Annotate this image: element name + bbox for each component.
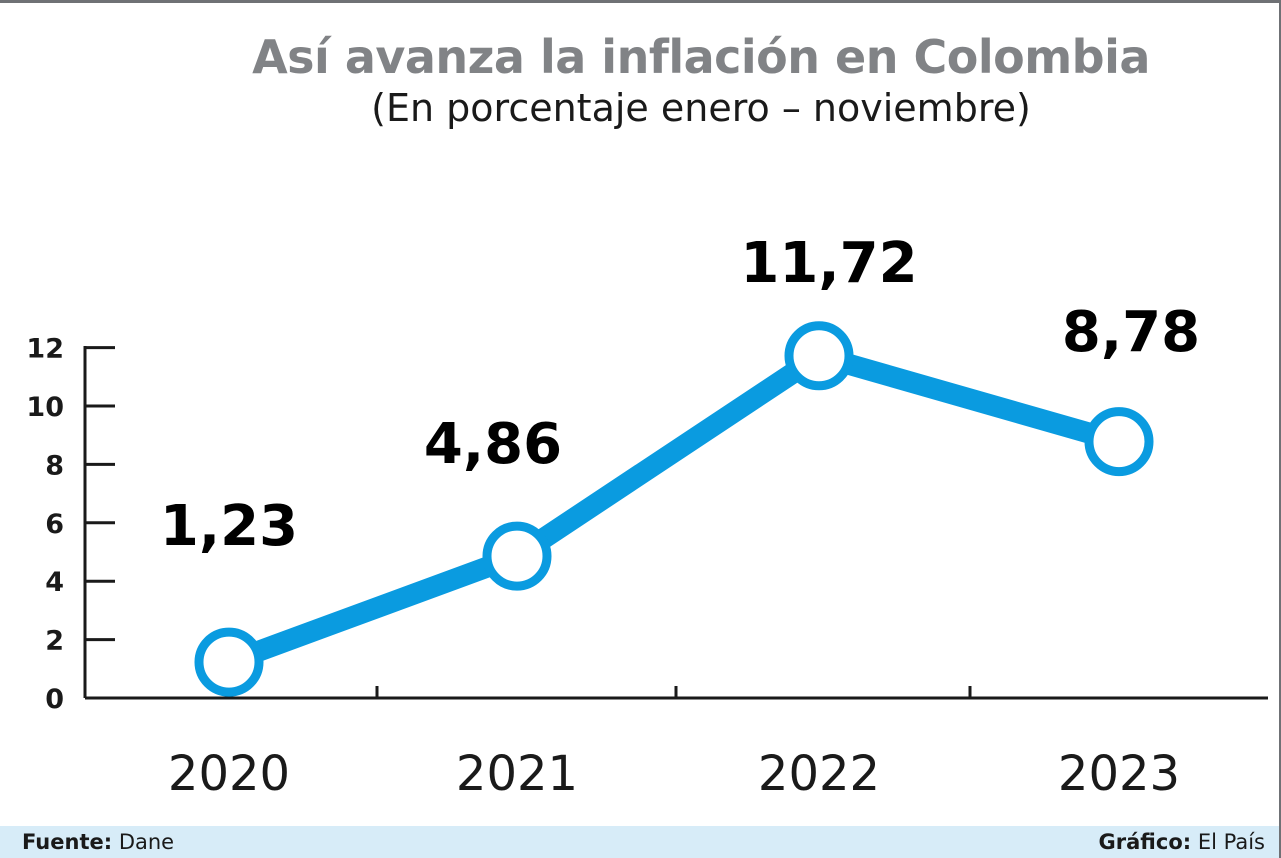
chart-subtitle: (En porcentaje enero – noviembre) — [371, 86, 1031, 130]
x-tick-label: 2021 — [456, 746, 578, 802]
credit-label: Gráfico: — [1098, 830, 1192, 854]
data-label: 1,23 — [160, 494, 298, 559]
data-point-marker — [194, 627, 264, 697]
x-tick-label: 2023 — [1058, 746, 1180, 802]
data-point-marker — [1084, 407, 1154, 477]
y-tick-label: 10 — [26, 392, 64, 423]
chart-axes: 0 2 4 6 8 10 12 2020 2021 2022 2023 — [26, 334, 1268, 802]
y-tick-label: 4 — [45, 567, 64, 598]
source-credit: Fuente: Dane — [22, 830, 174, 854]
data-label: 11,72 — [740, 231, 917, 296]
y-tick-label: 2 — [45, 626, 64, 657]
x-tick-label: 2022 — [758, 746, 880, 802]
right-border — [1279, 0, 1281, 858]
y-tick-label: 8 — [45, 450, 64, 481]
x-tick-label: 2020 — [168, 746, 290, 802]
credit-value: El País — [1197, 830, 1265, 854]
source-label: Fuente: — [22, 830, 113, 854]
y-tick-label: 12 — [26, 334, 64, 365]
footer-bar: Fuente: Dane Gráfico: El País — [0, 826, 1279, 858]
data-label: 4,86 — [424, 412, 562, 477]
graphic-credit: Gráfico: El País — [1099, 830, 1265, 854]
data-point-marker — [482, 521, 552, 591]
line-chart: 0 2 4 6 8 10 12 2020 2021 2022 2023 1,23 4,86 11,72 8… — [26, 231, 1268, 802]
chart-title: Así avanza la inflación en Colombia — [252, 30, 1150, 84]
inflation-series — [194, 321, 1154, 697]
y-tick-label: 6 — [45, 509, 64, 540]
data-point-marker — [784, 321, 854, 391]
y-tick-label: 0 — [45, 684, 64, 715]
data-labels: 1,23 4,86 11,72 8,78 — [160, 231, 1200, 559]
series-line — [218, 345, 1130, 673]
top-border — [0, 0, 1281, 3]
source-value: Dane — [118, 830, 175, 854]
data-label: 8,78 — [1062, 300, 1200, 365]
